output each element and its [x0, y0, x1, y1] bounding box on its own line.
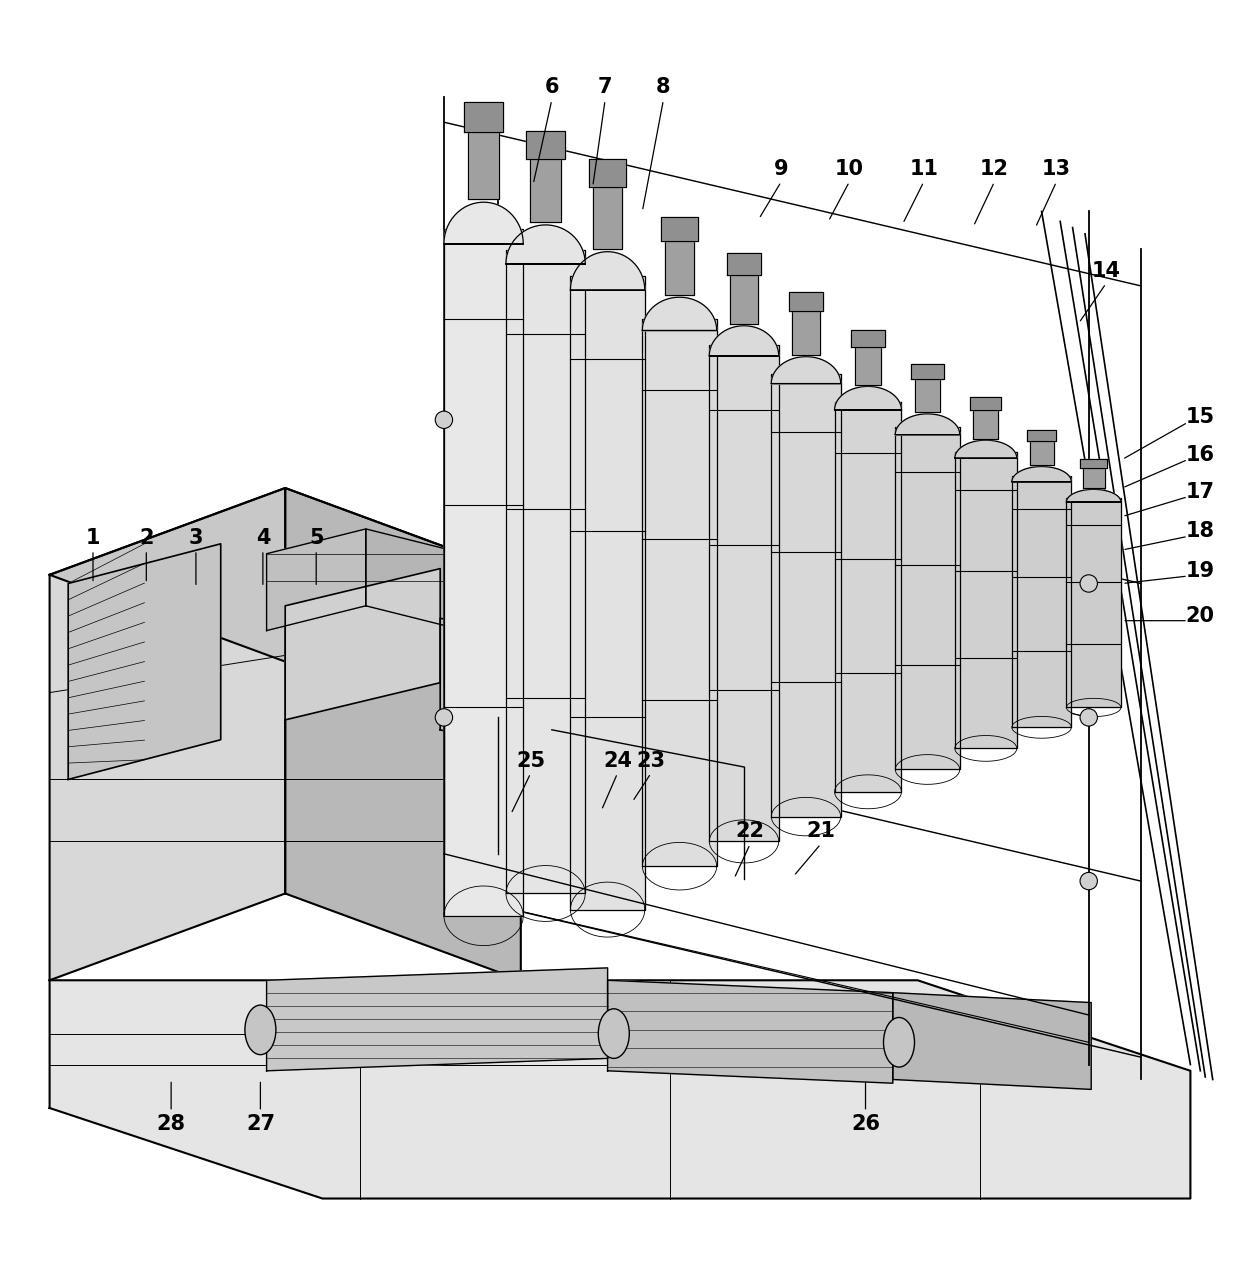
Text: 3: 3: [188, 527, 203, 548]
Polygon shape: [971, 397, 1002, 410]
Polygon shape: [792, 311, 820, 355]
Polygon shape: [911, 364, 944, 379]
Polygon shape: [444, 229, 523, 916]
Polygon shape: [1012, 476, 1071, 728]
Ellipse shape: [883, 1017, 915, 1067]
Polygon shape: [709, 325, 779, 356]
Polygon shape: [1080, 459, 1107, 468]
Text: 10: 10: [835, 159, 864, 179]
Text: 17: 17: [1185, 482, 1215, 502]
Text: 27: 27: [246, 1114, 275, 1134]
Polygon shape: [835, 401, 901, 792]
Polygon shape: [50, 980, 1190, 1199]
Ellipse shape: [1080, 709, 1097, 727]
Text: 5: 5: [309, 527, 324, 548]
Text: 4: 4: [255, 527, 270, 548]
Text: 28: 28: [156, 1114, 186, 1134]
Ellipse shape: [1080, 872, 1097, 890]
Polygon shape: [444, 202, 523, 244]
Text: 8: 8: [656, 77, 671, 98]
Polygon shape: [915, 379, 940, 413]
Polygon shape: [1083, 468, 1105, 489]
Polygon shape: [506, 225, 585, 264]
Text: 2: 2: [139, 527, 154, 548]
Text: 26: 26: [851, 1114, 880, 1134]
Polygon shape: [835, 386, 901, 410]
Polygon shape: [570, 252, 645, 291]
Polygon shape: [526, 131, 565, 159]
Polygon shape: [1066, 490, 1121, 502]
Polygon shape: [465, 554, 552, 652]
Text: 14: 14: [1091, 261, 1121, 282]
Polygon shape: [854, 346, 882, 385]
Polygon shape: [285, 568, 440, 720]
Polygon shape: [267, 968, 608, 1071]
Text: 9: 9: [774, 159, 789, 179]
Polygon shape: [570, 276, 645, 909]
Polygon shape: [730, 275, 758, 324]
Polygon shape: [727, 253, 761, 275]
Polygon shape: [50, 487, 285, 980]
Text: 20: 20: [1185, 606, 1215, 626]
Text: 7: 7: [598, 77, 613, 98]
Text: 21: 21: [806, 822, 836, 841]
Text: 25: 25: [516, 751, 546, 770]
Polygon shape: [608, 980, 893, 1083]
Polygon shape: [464, 102, 503, 132]
Text: 16: 16: [1185, 445, 1215, 464]
Text: 24: 24: [603, 751, 632, 770]
Polygon shape: [467, 132, 500, 199]
Text: 13: 13: [1042, 159, 1071, 179]
Polygon shape: [267, 529, 366, 630]
Text: 12: 12: [980, 159, 1009, 179]
Polygon shape: [771, 356, 841, 383]
Text: 11: 11: [909, 159, 939, 179]
Ellipse shape: [1080, 575, 1097, 592]
Polygon shape: [642, 319, 717, 867]
Polygon shape: [973, 410, 998, 439]
Text: 19: 19: [1185, 561, 1215, 581]
Polygon shape: [440, 619, 552, 757]
Ellipse shape: [598, 1008, 629, 1058]
Polygon shape: [366, 529, 465, 630]
Text: 23: 23: [636, 751, 666, 770]
Text: 1: 1: [86, 527, 100, 548]
Polygon shape: [893, 993, 1091, 1089]
Polygon shape: [50, 487, 521, 661]
Polygon shape: [709, 345, 779, 841]
Polygon shape: [529, 159, 562, 222]
Polygon shape: [1027, 430, 1056, 441]
Polygon shape: [771, 374, 841, 817]
Polygon shape: [1012, 467, 1071, 482]
Polygon shape: [851, 329, 884, 346]
Ellipse shape: [435, 709, 453, 727]
Text: 18: 18: [1185, 521, 1215, 541]
Polygon shape: [642, 297, 717, 331]
Polygon shape: [1066, 498, 1121, 707]
Polygon shape: [68, 544, 221, 779]
Text: 15: 15: [1185, 408, 1215, 427]
Ellipse shape: [435, 412, 453, 428]
Polygon shape: [506, 249, 585, 894]
Ellipse shape: [244, 1006, 275, 1055]
Polygon shape: [955, 440, 1017, 458]
Polygon shape: [1029, 441, 1054, 466]
Polygon shape: [665, 242, 694, 294]
Polygon shape: [895, 414, 960, 435]
Polygon shape: [955, 451, 1017, 748]
Text: 22: 22: [735, 822, 765, 841]
Polygon shape: [589, 159, 626, 186]
Polygon shape: [285, 487, 521, 980]
Polygon shape: [895, 427, 960, 769]
Polygon shape: [593, 186, 622, 249]
Polygon shape: [789, 292, 823, 311]
Polygon shape: [661, 217, 698, 242]
Text: 6: 6: [544, 77, 559, 98]
